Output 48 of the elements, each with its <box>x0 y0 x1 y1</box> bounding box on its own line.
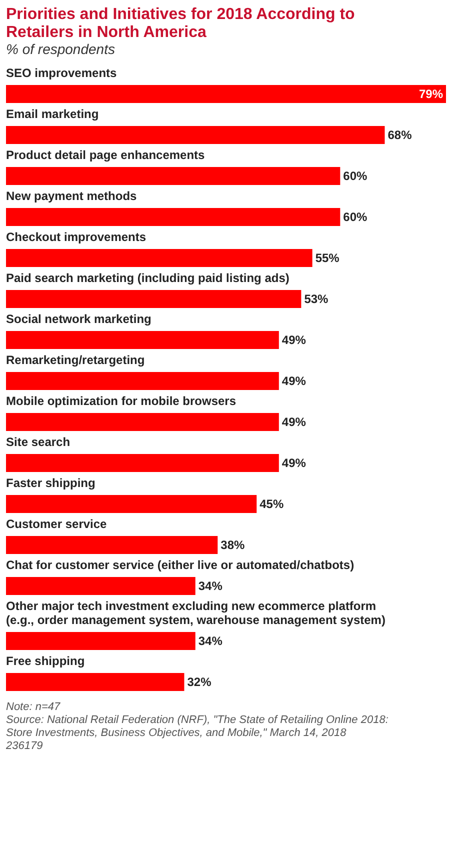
data-label: 34% <box>198 634 223 648</box>
data-label: 38% <box>220 538 245 552</box>
data-label: 45% <box>260 497 284 511</box>
data-label: 49% <box>282 456 306 470</box>
data-label: 53% <box>304 292 329 306</box>
y-tick-label: Free shipping <box>6 654 85 668</box>
bar <box>6 167 340 185</box>
data-label: 68% <box>388 128 412 142</box>
y-tick-label: Paid search marketing (including paid listing ads) <box>6 271 290 285</box>
y-tick-label: SEO improvements <box>6 66 118 80</box>
text: 236179 <box>5 740 43 752</box>
data-label: 49% <box>282 415 306 429</box>
y-tick-label: Chat for customer service (either live or automated/chatbots) <box>6 558 354 572</box>
bar <box>6 85 446 103</box>
bar <box>6 208 340 226</box>
data-label: 60% <box>343 169 368 183</box>
chart-subtitle: % of respondents <box>6 41 115 57</box>
data-label: 49% <box>282 374 306 388</box>
y-tick-label: Faster shipping <box>6 476 96 490</box>
y-tick-label: Customer service <box>6 517 108 531</box>
data-label: 32% <box>187 675 212 689</box>
bar <box>6 454 279 472</box>
y-tick-label: Other major tech investment excluding new ecommerce platform (e.g., order management system, warehouse management system) <box>6 599 386 627</box>
data-label: 55% <box>315 251 340 265</box>
source-note: Source: National Retail Federation (NRF), "The State of Retailing Online 2018: Store Investments, Business Objectives, and Mobile," March 14, 2018 <box>6 714 388 739</box>
bar <box>6 372 279 390</box>
bar <box>6 290 302 308</box>
y-tick-label: Site search <box>6 435 70 449</box>
bar <box>6 126 385 144</box>
y-tick-label: Checkout improvements <box>6 230 146 244</box>
data-label: 49% <box>282 333 306 347</box>
data-label: 60% <box>343 210 368 224</box>
text: Note: n=47 <box>6 701 62 713</box>
y-tick-label: New payment methods <box>6 189 138 203</box>
bar <box>6 536 218 554</box>
bar <box>6 331 279 349</box>
bar <box>6 495 257 513</box>
y-tick-label: Social network marketing <box>6 312 152 326</box>
y-tick-label: Product detail page enhancements <box>6 148 206 162</box>
y-tick-label: Email marketing <box>6 107 99 121</box>
bar <box>6 413 279 431</box>
y-tick-label: Remarketing/retargeting <box>6 353 145 367</box>
bar <box>6 577 196 595</box>
data-label: 79% <box>418 87 444 101</box>
data-label: 34% <box>198 579 223 593</box>
bar <box>6 249 312 267</box>
chart-title: Priorities and Initiatives for 2018 According to Retailers in North America <box>6 6 356 41</box>
y-tick-label: Mobile optimization for mobile browsers <box>6 394 236 408</box>
